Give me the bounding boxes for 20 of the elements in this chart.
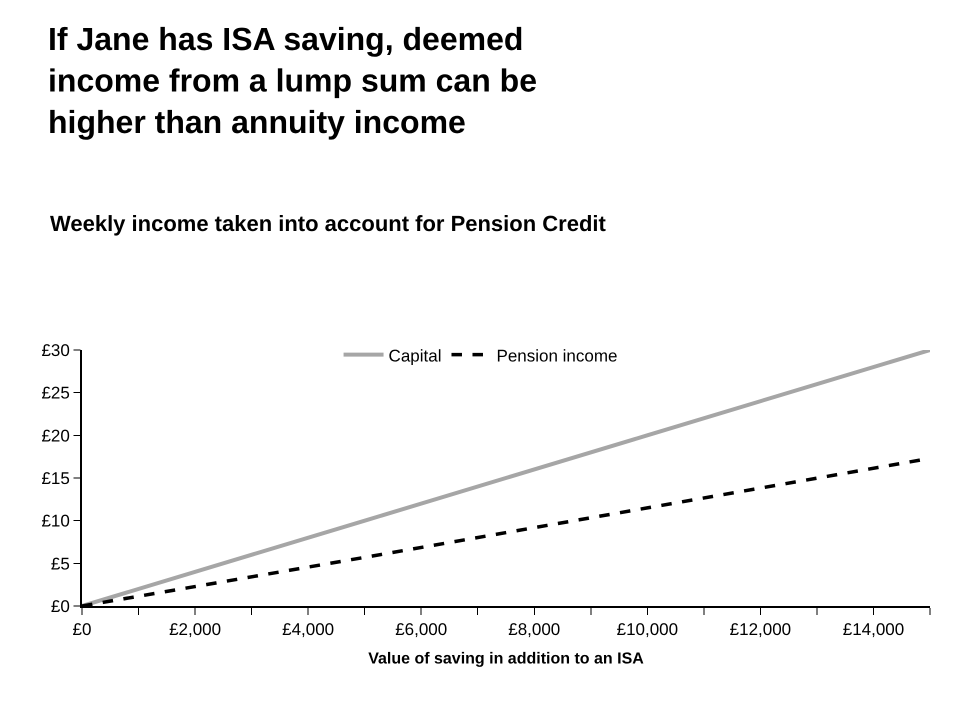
y-tick-label: £5	[50, 554, 70, 574]
legend-label: Capital	[388, 346, 442, 366]
x-tick-label: £12,000	[730, 620, 792, 640]
x-tick-label: £0	[72, 620, 92, 640]
y-tick-label: £10	[41, 512, 70, 531]
y-tick-label: £25	[41, 384, 70, 403]
x-tick-label: £2,000	[169, 620, 222, 640]
chart-title: If Jane has ISA saving, deemed income from a lump sum can be higher than annuity income	[48, 21, 537, 140]
y-tick-label: £20	[41, 426, 70, 446]
legend-label: Pension income	[496, 346, 618, 366]
x-tick-label: £10,000	[616, 620, 678, 640]
x-tick-label: £8,000	[508, 620, 560, 640]
y-tick-label: £0	[50, 596, 70, 616]
x-axis-title: Value of saving in addition to an ISA	[368, 650, 644, 668]
y-tick-label: £30	[41, 340, 70, 360]
x-tick-label: £14,000	[842, 620, 904, 640]
x-tick-label: £4,000	[282, 620, 334, 640]
x-tick-label: £6,000	[395, 620, 448, 640]
y-tick-label: £15	[41, 468, 70, 488]
chart-subtitle: Weekly income taken into account for Pension Credit	[50, 211, 606, 236]
